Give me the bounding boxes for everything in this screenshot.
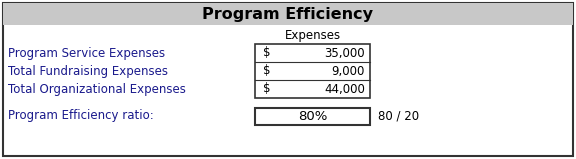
Text: 80%: 80% [298, 110, 327, 122]
Bar [3, 3, 573, 25]
Text: Total Fundraising Expenses: Total Fundraising Expenses [8, 65, 168, 77]
Text: $: $ [263, 46, 271, 59]
Text: 9,000: 9,000 [332, 65, 365, 77]
Text: $: $ [263, 83, 271, 96]
Bar [255, 44, 370, 98]
Text: Program Efficiency ratio:: Program Efficiency ratio: [8, 110, 154, 122]
Text: $: $ [263, 65, 271, 77]
Text: 80 / 20: 80 / 20 [378, 110, 419, 122]
Text: 44,000: 44,000 [324, 83, 365, 96]
Text: 35,000: 35,000 [324, 46, 365, 59]
Text: Program Efficiency: Program Efficiency [203, 7, 373, 21]
Text: Total Organizational Expenses: Total Organizational Expenses [8, 83, 186, 96]
Text: Program Service Expenses: Program Service Expenses [8, 46, 165, 59]
Text: Expenses: Expenses [285, 28, 340, 41]
Bar [255, 107, 370, 124]
